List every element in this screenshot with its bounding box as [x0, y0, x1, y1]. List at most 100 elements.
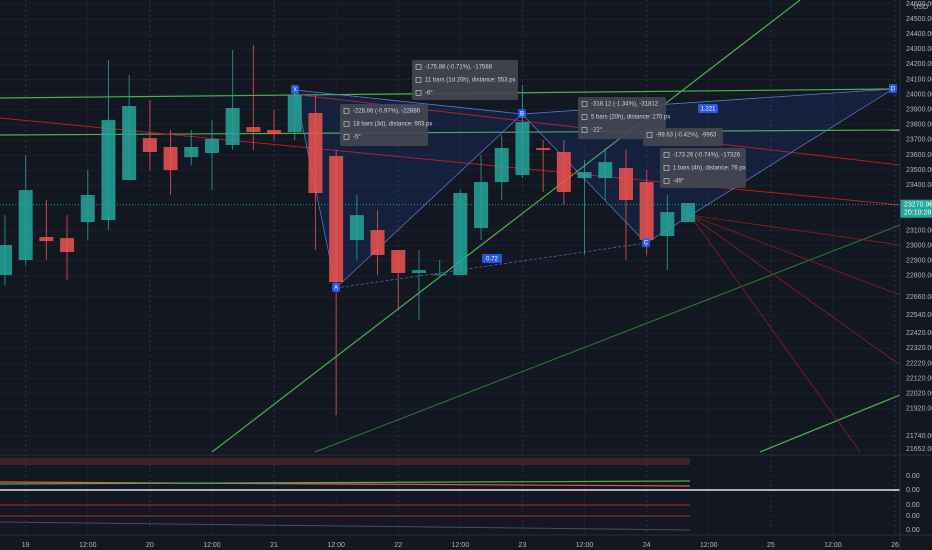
y-tick-label: 24300.00 — [906, 46, 932, 53]
x-tick-label: 12:00 — [700, 542, 718, 549]
candle-body — [432, 274, 447, 276]
x-tick-label: 12:00 — [327, 542, 345, 549]
measure-icon — [415, 90, 422, 96]
measure-icon — [581, 114, 588, 120]
candle-body — [411, 270, 426, 273]
pattern-point-box — [889, 84, 897, 93]
measure: -173.26 (-0.74%), -17326 1 bars (4h), dis… — [660, 148, 746, 188]
pattern-point: C — [644, 241, 649, 247]
ratio-box — [698, 104, 718, 113]
measure-text: -173.26 (-0.74%), -17326 — [673, 153, 741, 159]
candle-body — [494, 148, 509, 183]
y-tick-label: 24100.00 — [906, 76, 932, 83]
measure-text: 18 bars (3d), distance: 903 px — [353, 122, 432, 128]
measure-text: 1 bars (4h), distance: 76 px — [673, 166, 746, 172]
x-tick-label: 19 — [22, 542, 30, 549]
candle-body — [18, 190, 33, 260]
candle-body — [681, 203, 696, 223]
measure-text: -49° — [673, 179, 685, 185]
measure-icon — [663, 152, 670, 158]
candle-body — [225, 108, 240, 146]
panel-label: 0.00 — [906, 502, 920, 509]
y-tick-label: 23600.00 — [906, 152, 932, 159]
indicator-line — [0, 481, 691, 487]
measure-text: -22° — [591, 128, 603, 134]
measure-icon — [343, 108, 350, 114]
measure-icon — [646, 132, 653, 138]
candle-body — [287, 95, 302, 133]
measure-text: 11 bars (1d 20h), distance: 553 px — [425, 78, 516, 84]
candle-body — [639, 182, 654, 241]
indicator-line — [0, 521, 691, 531]
y-tick-label: 23800.00 — [906, 122, 932, 129]
y-tick-label: 22420.00 — [906, 330, 932, 337]
x-tick-label: 21 — [270, 542, 278, 549]
candle-body — [39, 237, 54, 242]
pattern-point-box — [291, 85, 299, 94]
candles — [0, 45, 696, 416]
y-tick-label: 22900.00 — [906, 258, 932, 265]
measure-box — [340, 104, 428, 146]
y-tick-label: 21920.00 — [906, 406, 932, 413]
pattern-line — [335, 242, 647, 289]
measure-text: 5 bars (20h), distance: 270 px — [591, 115, 670, 121]
pattern-point: X — [293, 88, 297, 94]
trend-line — [759, 394, 901, 453]
y-tick-label: 23700.00 — [906, 137, 932, 144]
measure-text: -5° — [353, 135, 361, 141]
x-tick-label: 12:00 — [79, 542, 97, 549]
x-tick-label: 12:00 — [576, 542, 594, 549]
candle-body — [204, 138, 219, 154]
y-tick-label: 23900.00 — [906, 107, 932, 114]
measure-icon — [581, 101, 588, 107]
overlay: 23270.9620:10:28XABCD0.8630.721.221-175.… — [0, 60, 932, 292]
y-tick-label: 24400.00 — [906, 31, 932, 38]
candle-body — [536, 148, 551, 151]
measure-text: -228.86 (-0.97%), -22886 — [353, 109, 421, 115]
panel-label: 0.00 — [906, 513, 920, 520]
fan-line — [689, 214, 861, 453]
pattern-point: A — [334, 286, 338, 292]
y-tick-label: 22120.00 — [906, 375, 932, 382]
candle-body — [163, 146, 178, 171]
measure-box — [660, 148, 746, 188]
pattern-point: B — [520, 112, 524, 118]
measure-icon — [343, 134, 350, 140]
candle-body — [515, 122, 530, 176]
measure-icon — [663, 178, 670, 184]
pattern-point-box — [332, 283, 340, 292]
trend-line — [314, 224, 901, 453]
panel-label: 0.00 — [906, 473, 920, 480]
measure-text: -318.12 (-1.34%), -31812 — [591, 102, 659, 108]
candle-body — [618, 167, 633, 201]
pattern-point-box — [518, 109, 526, 118]
pattern-point-box — [642, 238, 650, 247]
y-tick-label: 23400.00 — [906, 182, 932, 189]
measure-box — [412, 60, 518, 100]
candle-body — [60, 238, 75, 252]
y-tick-label: 21740.00 — [906, 433, 932, 440]
y-tick-label: 23100.00 — [906, 227, 932, 234]
y-tick-label: 21652.00 — [906, 446, 932, 453]
measure-icon — [581, 127, 588, 133]
candle-body — [101, 120, 116, 221]
measure-text: -175.88 (-0.71%), -17588 — [425, 65, 493, 71]
x-tick-label: 12:00 — [824, 542, 842, 549]
candle-body — [80, 195, 95, 223]
candle-body — [0, 245, 12, 276]
candle-body — [598, 162, 613, 179]
volume-strip — [0, 458, 690, 465]
candle-body — [142, 138, 157, 152]
x-tick-label: 25 — [767, 542, 775, 549]
y-tick-label: 22020.00 — [906, 391, 932, 398]
measure-icon — [415, 64, 422, 70]
x-tick-label: 20 — [146, 542, 154, 549]
panel-label: 0.00 — [906, 487, 920, 494]
pattern-ratio: 0.72 — [486, 257, 498, 263]
countdown: 20:10:28 — [904, 210, 931, 217]
measure: -228.86 (-0.97%), -22886 18 bars (3d), di… — [340, 104, 432, 146]
x-tick-label: 22 — [394, 542, 402, 549]
y-tick-label: 24000.00 — [906, 91, 932, 98]
measure-text: -99.63 (-0.42%), -9963 — [656, 133, 717, 139]
